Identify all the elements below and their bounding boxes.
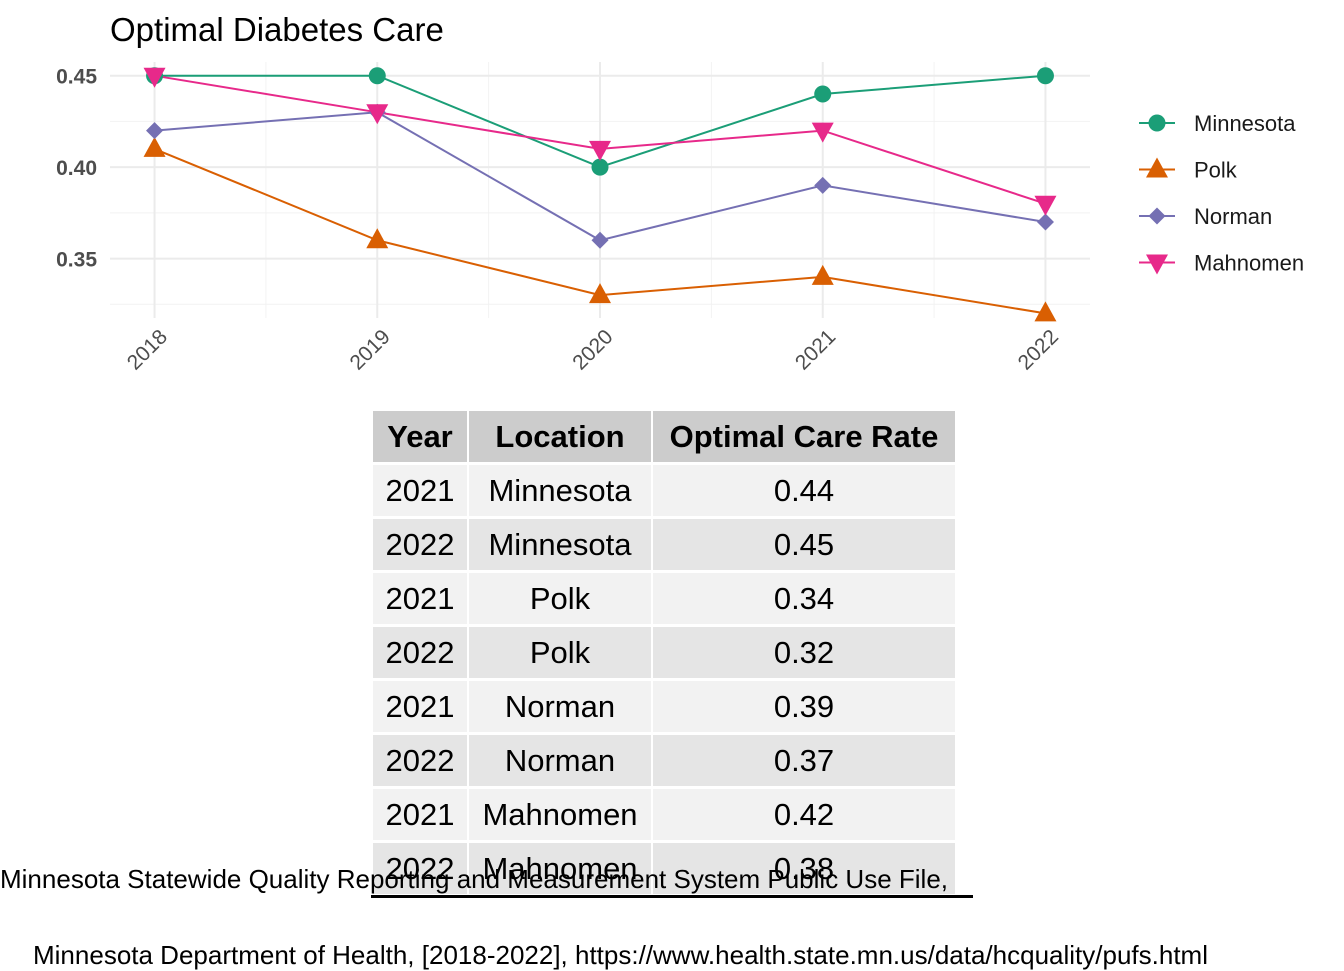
data-point-norman bbox=[591, 231, 609, 249]
cell-location: Minnesota bbox=[469, 519, 651, 573]
table-row: 2021 Mahnomen 0.42 bbox=[373, 789, 955, 843]
legend-label-polk: Polk bbox=[1194, 158, 1238, 183]
line-chart: Optimal Diabetes Care 0.350.400.45 2018 2… bbox=[56, 11, 1304, 375]
y-tick-label: 0.40 bbox=[56, 157, 97, 180]
legend-label-mahnomen: Mahnomen bbox=[1194, 251, 1304, 276]
data-point-mahnomen bbox=[811, 122, 834, 143]
cell-rate: 0.32 bbox=[653, 627, 955, 681]
data-point-mahnomen bbox=[366, 104, 389, 125]
data-point-polk bbox=[811, 264, 834, 285]
data-point-mahnomen bbox=[589, 140, 611, 161]
data-point-norman bbox=[1036, 213, 1054, 231]
cell-year: 2022 bbox=[373, 843, 467, 897]
table-row: 2022 Norman 0.37 bbox=[373, 735, 955, 789]
cell-rate: 0.42 bbox=[653, 789, 955, 843]
cell-year: 2022 bbox=[373, 627, 467, 681]
source-caption-line-2: Minnesota Department of Health, [2018-20… bbox=[33, 940, 1208, 970]
x-tick-label: 2018 bbox=[123, 325, 172, 374]
x-tick-label: 2019 bbox=[346, 325, 395, 374]
table-row: 2022 Polk 0.32 bbox=[373, 627, 955, 681]
cell-rate: 0.39 bbox=[653, 681, 955, 735]
cell-rate: 0.34 bbox=[653, 573, 955, 627]
header-rate: Optimal Care Rate bbox=[653, 411, 955, 465]
cell-location: Polk bbox=[469, 573, 651, 627]
y-tick-label: 0.45 bbox=[56, 66, 97, 89]
cell-year: 2021 bbox=[373, 789, 467, 843]
data-point-norman bbox=[146, 122, 164, 140]
cell-location: Polk bbox=[469, 627, 651, 681]
data-point-minnesota bbox=[368, 67, 386, 85]
data-table: Year Location Optimal Care Rate 2021 Min… bbox=[371, 411, 957, 897]
data-point-polk bbox=[366, 228, 389, 249]
data-point-mahnomen bbox=[143, 67, 166, 88]
cell-location: Mahnomen bbox=[469, 843, 651, 897]
cell-location: Minnesota bbox=[469, 465, 651, 519]
x-tick-label: 2022 bbox=[1014, 325, 1063, 374]
legend: Minnesota Polk Norman Mahnomen bbox=[1139, 111, 1304, 276]
y-axis: 0.35 0.40 0.45 bbox=[56, 66, 97, 272]
data-point-norman bbox=[814, 176, 832, 194]
data-point-polk bbox=[143, 136, 166, 157]
cell-location: Norman bbox=[469, 735, 651, 789]
cell-year: 2021 bbox=[373, 465, 467, 519]
legend-key-marker-polk bbox=[1146, 157, 1168, 178]
cell-location: Norman bbox=[469, 681, 651, 735]
table-row: 2022 Minnesota 0.45 bbox=[373, 519, 955, 573]
legend-label-minnesota: Minnesota bbox=[1194, 111, 1296, 136]
header-year: Year bbox=[373, 411, 467, 465]
data-point-minnesota bbox=[814, 85, 832, 103]
cell-rate: 0.45 bbox=[653, 519, 955, 573]
x-tick-label: 2021 bbox=[791, 325, 840, 374]
legend-label-norman: Norman bbox=[1194, 204, 1272, 229]
y-tick-label: 0.35 bbox=[56, 249, 97, 272]
cell-rate: 0.37 bbox=[653, 735, 955, 789]
table-row: 2022 Mahnomen 0.38 bbox=[373, 843, 955, 897]
cell-location: Mahnomen bbox=[469, 789, 651, 843]
table-row: 2021 Minnesota 0.44 bbox=[373, 465, 955, 519]
series-points bbox=[143, 67, 1057, 322]
data-point-mahnomen bbox=[1034, 195, 1057, 216]
chart-title: Optimal Diabetes Care bbox=[110, 11, 444, 48]
table-row: 2021 Norman 0.39 bbox=[373, 681, 955, 735]
data-point-polk bbox=[589, 283, 611, 304]
header-location: Location bbox=[469, 411, 651, 465]
cell-rate: 0.44 bbox=[653, 465, 955, 519]
cell-year: 2022 bbox=[373, 735, 467, 789]
data-point-minnesota bbox=[591, 158, 609, 176]
cell-year: 2021 bbox=[373, 681, 467, 735]
table-row: 2021 Polk 0.34 bbox=[373, 573, 955, 627]
cell-year: 2022 bbox=[373, 519, 467, 573]
cell-year: 2021 bbox=[373, 573, 467, 627]
x-axis: 2018 2019 2020 2021 2022 bbox=[123, 325, 1063, 374]
x-tick-label: 2020 bbox=[568, 325, 617, 374]
table-bottom-rule bbox=[371, 895, 973, 898]
table-header-row: Year Location Optimal Care Rate bbox=[373, 411, 955, 465]
source-caption-line-1: Minnesota Statewide Quality Reporting an… bbox=[0, 864, 948, 894]
data-point-polk bbox=[1034, 301, 1057, 322]
legend-key-marker-mahnomen bbox=[1146, 254, 1168, 275]
legend-key-marker-minnesota bbox=[1148, 114, 1166, 132]
legend-key-marker-norman bbox=[1148, 207, 1166, 225]
data-point-minnesota bbox=[1036, 67, 1054, 85]
